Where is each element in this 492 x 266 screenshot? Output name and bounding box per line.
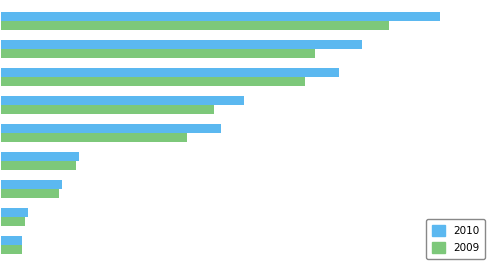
Bar	[1, 68, 339, 77]
Bar	[1, 12, 440, 21]
Bar	[1, 161, 76, 170]
Bar	[1, 21, 389, 30]
Bar	[1, 189, 59, 198]
Bar	[1, 245, 22, 254]
Bar	[1, 180, 62, 189]
Bar	[1, 133, 187, 142]
Bar	[1, 40, 363, 49]
Bar	[1, 236, 22, 245]
Bar	[1, 208, 29, 217]
Legend: 2010, 2009: 2010, 2009	[426, 219, 486, 259]
Bar	[1, 217, 25, 226]
Bar	[1, 77, 305, 86]
Bar	[1, 49, 315, 58]
Bar	[1, 96, 245, 105]
Bar	[1, 124, 221, 133]
Bar	[1, 152, 79, 161]
Bar	[1, 105, 214, 114]
